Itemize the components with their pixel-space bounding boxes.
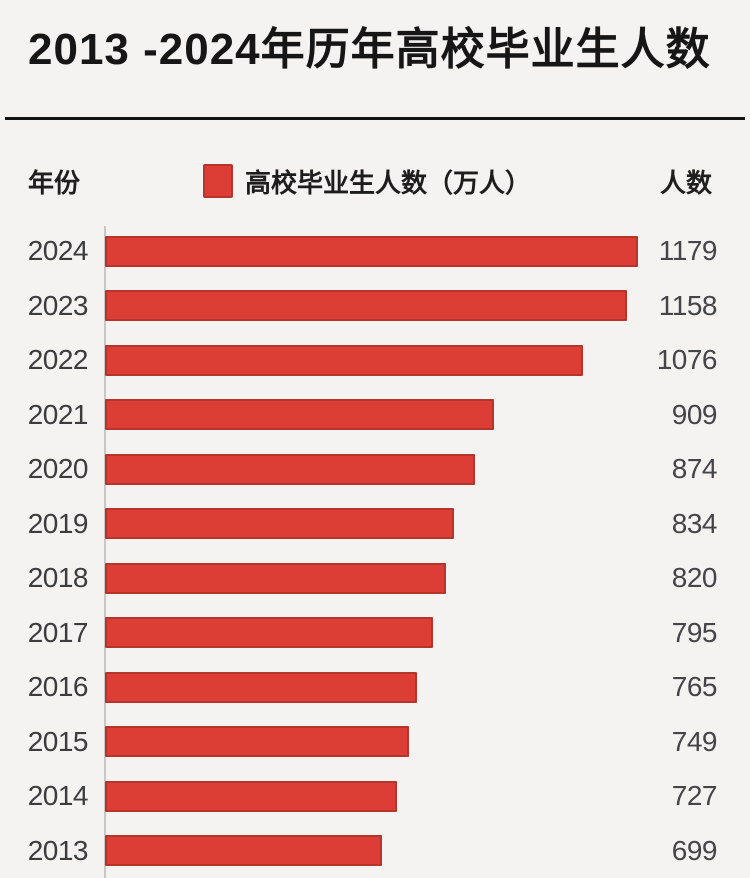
bar-track [105, 769, 638, 824]
bar [105, 508, 454, 540]
legend-row: 年份 高校毕业生人数（万人） 人数 [0, 120, 750, 224]
bar-track [105, 660, 638, 715]
chart-row: 2013 699 [0, 824, 750, 878]
row-value-label: 1179 [658, 235, 718, 267]
row-year-label: 2020 [27, 453, 89, 485]
chart-rows: 2024 1179 2023 1158 2022 1076 2021 909 2020 874 20… [0, 224, 750, 878]
row-value-label: 1076 [656, 344, 718, 376]
row-year-label: 2014 [27, 780, 89, 812]
row-value-label: 749 [671, 725, 718, 757]
bar-track [105, 497, 638, 552]
row-value-label: 1158 [658, 289, 718, 321]
row-year-label: 2013 [27, 834, 89, 866]
bar [105, 617, 433, 649]
bar-track [105, 715, 638, 770]
chart-row: 2017 795 [0, 606, 750, 661]
bar [105, 399, 494, 431]
bar-track [105, 224, 638, 279]
row-year-label: 2021 [27, 398, 89, 430]
chart-row: 2022 1076 [0, 333, 750, 388]
bar-chart: 2024 1179 2023 1158 2022 1076 2021 909 2020 874 20… [0, 224, 750, 878]
row-year-label: 2019 [27, 507, 89, 539]
row-value-label: 909 [671, 398, 718, 430]
bar-track [105, 606, 638, 661]
bar [105, 344, 583, 376]
bar [105, 290, 627, 322]
y-axis-line [104, 226, 106, 878]
header-divider [5, 117, 745, 120]
row-value-label: 727 [671, 780, 718, 812]
legend: 高校毕业生人数（万人） [203, 163, 531, 200]
row-value-label: 820 [671, 562, 718, 594]
bar-track [105, 333, 638, 388]
row-year-label: 2018 [27, 562, 89, 594]
chart-row: 2021 909 [0, 388, 750, 443]
legend-label: 高校毕业生人数（万人） [245, 167, 532, 198]
row-value-label: 795 [671, 616, 718, 648]
bar [105, 726, 409, 758]
row-value-label: 874 [671, 453, 718, 485]
row-year-label: 2024 [27, 235, 89, 267]
bar-track [105, 279, 638, 334]
bar-track [105, 442, 638, 497]
legend-swatch-icon [203, 164, 234, 198]
count-column-header: 人数 [659, 167, 712, 198]
row-year-label: 2016 [27, 671, 89, 703]
row-value-label: 834 [671, 507, 718, 539]
chart-row: 2020 874 [0, 442, 750, 497]
chart-row: 2024 1179 [0, 224, 750, 279]
bar-track [105, 824, 638, 878]
chart-row: 2018 820 [0, 551, 750, 606]
row-value-label: 699 [671, 834, 718, 866]
bar [105, 835, 382, 867]
bar-track [105, 388, 638, 443]
bar [105, 453, 475, 485]
chart-row: 2019 834 [0, 497, 750, 552]
bar [105, 562, 446, 594]
bar [105, 780, 397, 812]
row-year-label: 2022 [27, 344, 89, 376]
chart-row: 2023 1158 [0, 279, 750, 334]
year-column-header: 年份 [28, 167, 81, 198]
row-year-label: 2015 [27, 725, 89, 757]
chart-row: 2014 727 [0, 769, 750, 824]
row-year-label: 2017 [27, 616, 89, 648]
chart-row: 2016 765 [0, 660, 750, 715]
row-year-label: 2023 [27, 289, 89, 321]
bar [105, 235, 638, 267]
bar [105, 671, 417, 703]
row-value-label: 765 [671, 671, 718, 703]
bar-track [105, 551, 638, 606]
chart-row: 2015 749 [0, 715, 750, 770]
page-title: 2013 -2024年历年高校毕业生人数 [28, 25, 711, 74]
